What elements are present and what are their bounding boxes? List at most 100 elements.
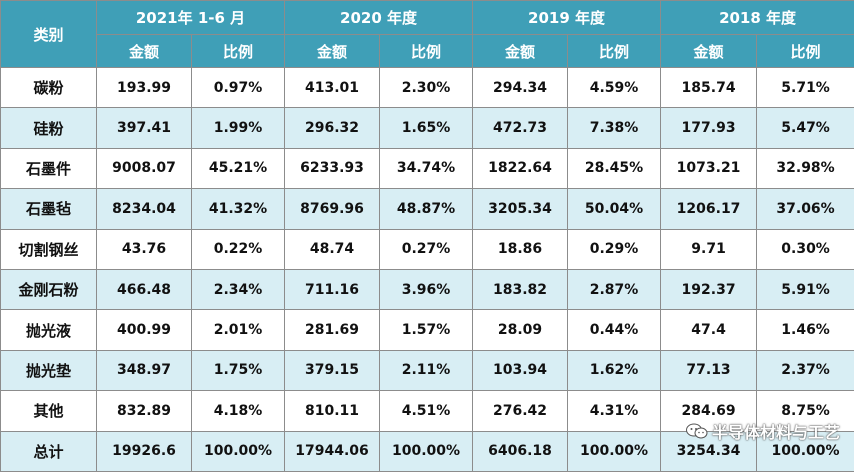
table-row: 石墨毡 8234.04 41.32% 8769.96 48.87% 3205.3… <box>1 189 854 229</box>
ratio-cell: 5.47% <box>757 108 854 148</box>
ratio-cell: 5.71% <box>757 68 854 108</box>
amount-header: 金额 <box>285 35 380 68</box>
header-row-periods: 类别 2021年 1-6 月 2020 年度 2019 年度 2018 年度 <box>1 1 854 35</box>
amount-cell: 810.11 <box>285 391 380 431</box>
amount-cell: 296.32 <box>285 108 380 148</box>
amount-cell: 276.42 <box>473 391 568 431</box>
ratio-cell: 50.04% <box>568 189 661 229</box>
ratio-cell: 7.38% <box>568 108 661 148</box>
header-row-metrics: 金额 比例 金额 比例 金额 比例 金额 比例 <box>1 35 854 68</box>
amount-cell: 8769.96 <box>285 189 380 229</box>
ratio-cell: 2.01% <box>192 310 285 350</box>
category-cell: 石墨件 <box>1 148 97 188</box>
ratio-cell: 100.00% <box>380 431 473 471</box>
ratio-cell: 1.62% <box>568 350 661 390</box>
amount-cell: 281.69 <box>285 310 380 350</box>
ratio-cell: 2.30% <box>380 68 473 108</box>
amount-header: 金额 <box>661 35 757 68</box>
amount-cell: 1822.64 <box>473 148 568 188</box>
amount-cell: 3254.34 <box>661 431 757 471</box>
category-cell: 切割钢丝 <box>1 229 97 269</box>
ratio-cell: 0.29% <box>568 229 661 269</box>
ratio-cell: 1.99% <box>192 108 285 148</box>
ratio-cell: 100.00% <box>568 431 661 471</box>
amount-cell: 183.82 <box>473 269 568 309</box>
ratio-cell: 4.18% <box>192 391 285 431</box>
table-row: 切割钢丝 43.76 0.22% 48.74 0.27% 18.86 0.29%… <box>1 229 854 269</box>
amount-cell: 9008.07 <box>97 148 192 188</box>
period-header: 2019 年度 <box>473 1 661 35</box>
ratio-cell: 41.32% <box>192 189 285 229</box>
period-header: 2021年 1-6 月 <box>97 1 285 35</box>
amount-cell: 19926.6 <box>97 431 192 471</box>
amount-cell: 77.13 <box>661 350 757 390</box>
ratio-header: 比例 <box>757 35 854 68</box>
ratio-cell: 4.59% <box>568 68 661 108</box>
amount-cell: 294.34 <box>473 68 568 108</box>
amount-cell: 1206.17 <box>661 189 757 229</box>
category-cell: 其他 <box>1 391 97 431</box>
amount-cell: 48.74 <box>285 229 380 269</box>
ratio-cell: 34.74% <box>380 148 473 188</box>
ratio-cell: 28.45% <box>568 148 661 188</box>
amount-cell: 47.4 <box>661 310 757 350</box>
ratio-cell: 0.22% <box>192 229 285 269</box>
ratio-cell: 4.51% <box>380 391 473 431</box>
table-row: 金刚石粉 466.48 2.34% 711.16 3.96% 183.82 2.… <box>1 269 854 309</box>
table-row: 硅粉 397.41 1.99% 296.32 1.65% 472.73 7.38… <box>1 108 854 148</box>
amount-cell: 6406.18 <box>473 431 568 471</box>
amount-cell: 193.99 <box>97 68 192 108</box>
category-header: 类别 <box>1 1 97 68</box>
ratio-cell: 5.91% <box>757 269 854 309</box>
amount-cell: 466.48 <box>97 269 192 309</box>
amount-header: 金额 <box>473 35 568 68</box>
ratio-cell: 100.00% <box>757 431 854 471</box>
ratio-cell: 1.65% <box>380 108 473 148</box>
ratio-cell: 2.87% <box>568 269 661 309</box>
ratio-cell: 0.97% <box>192 68 285 108</box>
table-row: 抛光液 400.99 2.01% 281.69 1.57% 28.09 0.44… <box>1 310 854 350</box>
amount-cell: 18.86 <box>473 229 568 269</box>
amount-cell: 284.69 <box>661 391 757 431</box>
amount-cell: 400.99 <box>97 310 192 350</box>
amount-cell: 9.71 <box>661 229 757 269</box>
amount-cell: 185.74 <box>661 68 757 108</box>
ratio-cell: 0.27% <box>380 229 473 269</box>
ratio-header: 比例 <box>568 35 661 68</box>
table-row: 抛光垫 348.97 1.75% 379.15 2.11% 103.94 1.6… <box>1 350 854 390</box>
amount-cell: 177.93 <box>661 108 757 148</box>
category-cell: 石墨毡 <box>1 189 97 229</box>
category-cell: 碳粉 <box>1 68 97 108</box>
ratio-cell: 1.46% <box>757 310 854 350</box>
ratio-cell: 45.21% <box>192 148 285 188</box>
amount-cell: 711.16 <box>285 269 380 309</box>
amount-cell: 103.94 <box>473 350 568 390</box>
amount-cell: 1073.21 <box>661 148 757 188</box>
ratio-cell: 2.11% <box>380 350 473 390</box>
amount-cell: 413.01 <box>285 68 380 108</box>
ratio-header: 比例 <box>192 35 285 68</box>
table-row: 碳粉 193.99 0.97% 413.01 2.30% 294.34 4.59… <box>1 68 854 108</box>
table-row: 石墨件 9008.07 45.21% 6233.93 34.74% 1822.6… <box>1 148 854 188</box>
category-cell: 金刚石粉 <box>1 269 97 309</box>
amount-cell: 6233.93 <box>285 148 380 188</box>
ratio-cell: 3.96% <box>380 269 473 309</box>
ratio-cell: 48.87% <box>380 189 473 229</box>
ratio-cell: 0.44% <box>568 310 661 350</box>
amount-cell: 192.37 <box>661 269 757 309</box>
amount-cell: 43.76 <box>97 229 192 269</box>
category-cell: 抛光液 <box>1 310 97 350</box>
ratio-cell: 0.30% <box>757 229 854 269</box>
amount-cell: 832.89 <box>97 391 192 431</box>
amount-cell: 397.41 <box>97 108 192 148</box>
period-header: 2020 年度 <box>285 1 473 35</box>
amount-cell: 3205.34 <box>473 189 568 229</box>
ratio-cell: 8.75% <box>757 391 854 431</box>
amount-cell: 17944.06 <box>285 431 380 471</box>
total-row: 总计 19926.6 100.00% 17944.06 100.00% 6406… <box>1 431 854 471</box>
amount-cell: 8234.04 <box>97 189 192 229</box>
ratio-cell: 32.98% <box>757 148 854 188</box>
ratio-cell: 2.37% <box>757 350 854 390</box>
ratio-cell: 100.00% <box>192 431 285 471</box>
